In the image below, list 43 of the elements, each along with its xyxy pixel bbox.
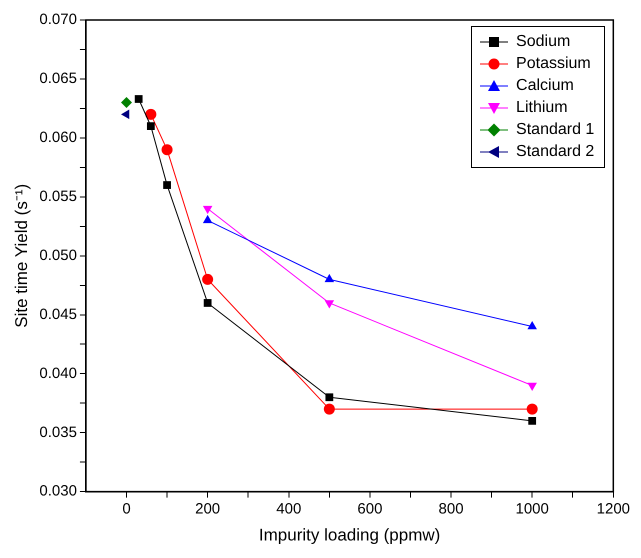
- point: [162, 144, 173, 156]
- point: [528, 416, 536, 425]
- x-tick-label: 400: [276, 500, 302, 518]
- legend-label: Sodium: [516, 32, 570, 52]
- point: [202, 206, 212, 214]
- x-axis-title: Impurity loading (ppmw): [258, 525, 440, 544]
- point: [527, 321, 537, 330]
- point: [121, 110, 130, 120]
- point: [204, 299, 212, 307]
- point: [324, 404, 335, 415]
- y-tick-label: 0.050: [39, 246, 77, 264]
- x-tick-label: 1000: [515, 500, 549, 518]
- y-tick-label: 0.035: [39, 424, 77, 441]
- x-tick-label: 600: [357, 500, 382, 518]
- point: [121, 97, 132, 108]
- legend-label: Lithium: [516, 98, 568, 118]
- point: [134, 95, 143, 103]
- point: [145, 108, 156, 120]
- y-axis-title: Site time Yield (s⁻¹): [12, 184, 31, 328]
- x-tick-label: 200: [195, 500, 220, 518]
- point: [324, 274, 334, 282]
- point: [527, 382, 537, 391]
- point: [526, 404, 538, 415]
- point: [202, 274, 214, 285]
- legend-label: Standard 1: [516, 120, 594, 140]
- y-tick-label: 0.045: [39, 306, 77, 323]
- point: [202, 214, 212, 224]
- point: [163, 181, 171, 189]
- x-tick-label: 1200: [596, 500, 630, 518]
- y-tick-label: 0.040: [39, 364, 77, 382]
- y-tick-label: 0.060: [39, 129, 77, 146]
- legend-label: Standard 2: [516, 142, 594, 162]
- point: [324, 300, 334, 308]
- x-tick-label: 0: [122, 500, 131, 518]
- y-tick-label: 0.055: [39, 188, 77, 205]
- y-tick-label: 0.030: [39, 482, 77, 500]
- y-tick-label: 0.065: [39, 70, 77, 88]
- point: [146, 122, 155, 130]
- y-tick-label: 0.070: [39, 11, 77, 28]
- point: [325, 393, 334, 402]
- legend-label: Potassium: [516, 54, 591, 74]
- legend-label: Calcium: [516, 76, 574, 96]
- x-tick-label: 800: [438, 500, 464, 518]
